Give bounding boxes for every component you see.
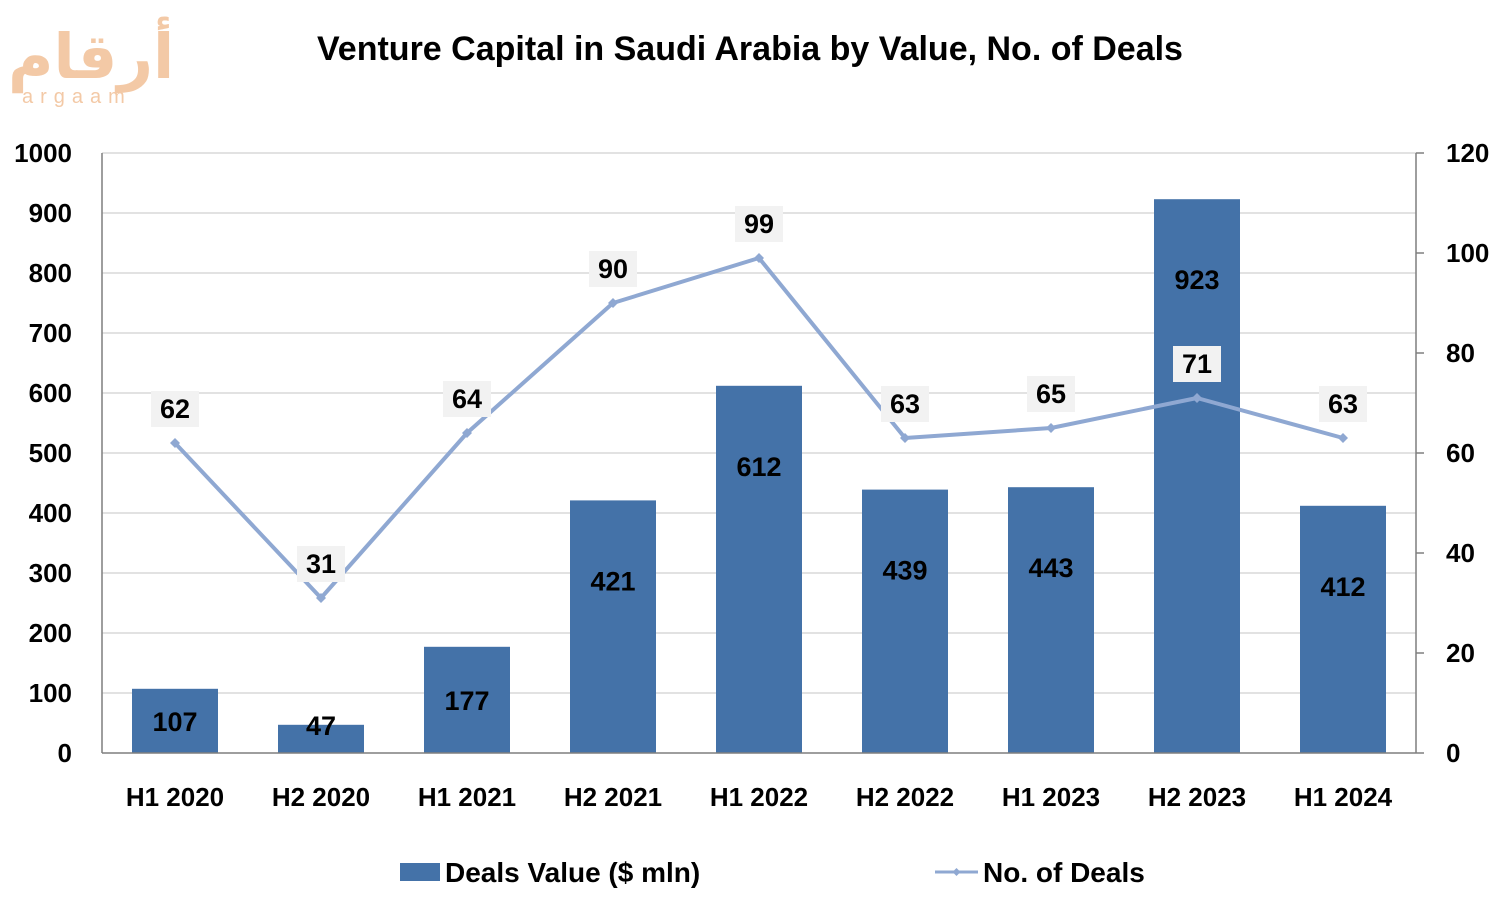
- line-layer: [170, 253, 1348, 603]
- bar: [862, 489, 948, 753]
- x-tick-label: H2 2020: [272, 782, 370, 812]
- line-value-label: 99: [744, 209, 774, 239]
- y-left-tick-label: 1000: [14, 138, 72, 168]
- y-left-tick-label: 800: [29, 258, 72, 288]
- argaam-logo: أرقام argaam: [8, 16, 174, 108]
- legend-label-no-of-deals: No. of Deals: [983, 857, 1145, 888]
- bar-value-label: 612: [736, 452, 781, 482]
- y-right-tick-label: 120: [1446, 138, 1489, 168]
- line-label-box: [1027, 376, 1075, 412]
- bar-value-label: 439: [882, 556, 927, 586]
- y-left-tick-label: 0: [58, 738, 72, 768]
- x-tick-label: H1 2022: [710, 782, 808, 812]
- y-left-tick-label: 900: [29, 198, 72, 228]
- chart-title: Venture Capital in Saudi Arabia by Value…: [317, 30, 1183, 68]
- x-tick-label: H2 2021: [564, 782, 662, 812]
- bar: [1154, 199, 1240, 753]
- line-value-label: 63: [890, 389, 920, 419]
- x-tick-label: H2 2022: [856, 782, 954, 812]
- logo-arabic: أرقام: [8, 16, 174, 94]
- line-value-label: 31: [306, 549, 336, 579]
- line-point: [462, 428, 472, 438]
- bar-value-label: 177: [444, 686, 489, 716]
- bar: [1008, 487, 1094, 753]
- line-point: [1192, 393, 1202, 403]
- legend: Deals Value ($ mln) No. of Deals: [400, 857, 1145, 888]
- bar: [132, 688, 218, 753]
- y-left-tick-label: 400: [29, 498, 72, 528]
- bar-value-label: 421: [590, 566, 635, 596]
- legend-label-deals-value: Deals Value ($ mln): [445, 857, 700, 888]
- line-label-box: [1173, 346, 1221, 382]
- line-value-label: 62: [160, 394, 190, 424]
- x-tick-label: H1 2023: [1002, 782, 1100, 812]
- line-label-box: [443, 381, 491, 417]
- bar: [716, 385, 802, 753]
- x-tick-label: H1 2021: [418, 782, 516, 812]
- y-left-tick-label: 500: [29, 438, 72, 468]
- bar: [570, 500, 656, 753]
- bar-value-label: 923: [1174, 265, 1219, 295]
- bar-value-label: 412: [1320, 572, 1365, 602]
- bar-value-label: 443: [1028, 553, 1073, 583]
- x-tick-label: H2 2023: [1148, 782, 1246, 812]
- y-right-tick-label: 20: [1446, 638, 1475, 668]
- x-tick-label: H1 2024: [1294, 782, 1393, 812]
- line-point: [1046, 423, 1056, 433]
- legend-marker-no-of-deals: [952, 868, 961, 876]
- line-label-box: [1319, 386, 1367, 422]
- line-point: [900, 433, 910, 443]
- y-left-tick-label: 300: [29, 558, 72, 588]
- bar-value-label: 107: [152, 707, 197, 737]
- line-point: [608, 298, 618, 308]
- bar-value-label: 47: [306, 711, 336, 741]
- y-left-tick-label: 600: [29, 378, 72, 408]
- y-left-tick-label: 200: [29, 618, 72, 648]
- line-point: [1338, 433, 1348, 443]
- y-right-tick-label: 60: [1446, 438, 1475, 468]
- line-value-label: 64: [452, 384, 482, 414]
- axis-layer: 0 100 200 300 400 500 600 700 800 900 1000 0 20 40 60 8…: [14, 138, 1489, 812]
- line-value-label: 65: [1036, 379, 1066, 409]
- y-right-tick-label: 40: [1446, 538, 1475, 568]
- line-label-box: [881, 386, 929, 422]
- y-right-tick-label: 100: [1446, 238, 1489, 268]
- y-right-tick-label: 0: [1446, 738, 1460, 768]
- x-tick-label: H1 2020: [126, 782, 224, 812]
- line-value-label: 71: [1182, 349, 1212, 379]
- line-point: [170, 438, 180, 448]
- bar: [278, 724, 364, 753]
- line-label-box: [735, 206, 783, 242]
- y-right-tick-label: 80: [1446, 338, 1475, 368]
- bar: [1300, 505, 1386, 753]
- line-point: [316, 593, 326, 603]
- line-label-box: [297, 546, 345, 582]
- y-left-tick-label: 700: [29, 318, 72, 348]
- line-point: [754, 253, 764, 263]
- line-value-label: 63: [1328, 389, 1358, 419]
- line-value-label: 90: [598, 254, 628, 284]
- legend-swatch-deals-value: [400, 863, 440, 881]
- bar: [424, 646, 510, 753]
- line-label-box: [589, 251, 637, 287]
- bar-layer: [132, 199, 1386, 753]
- y-left-tick-label: 100: [29, 678, 72, 708]
- line-label-box: [151, 391, 199, 427]
- label-layer: 107 47 177 421 612 439 443 923 412 62 31 64 90 99 63 65…: [151, 206, 1367, 741]
- logo-latin: argaam: [22, 86, 132, 108]
